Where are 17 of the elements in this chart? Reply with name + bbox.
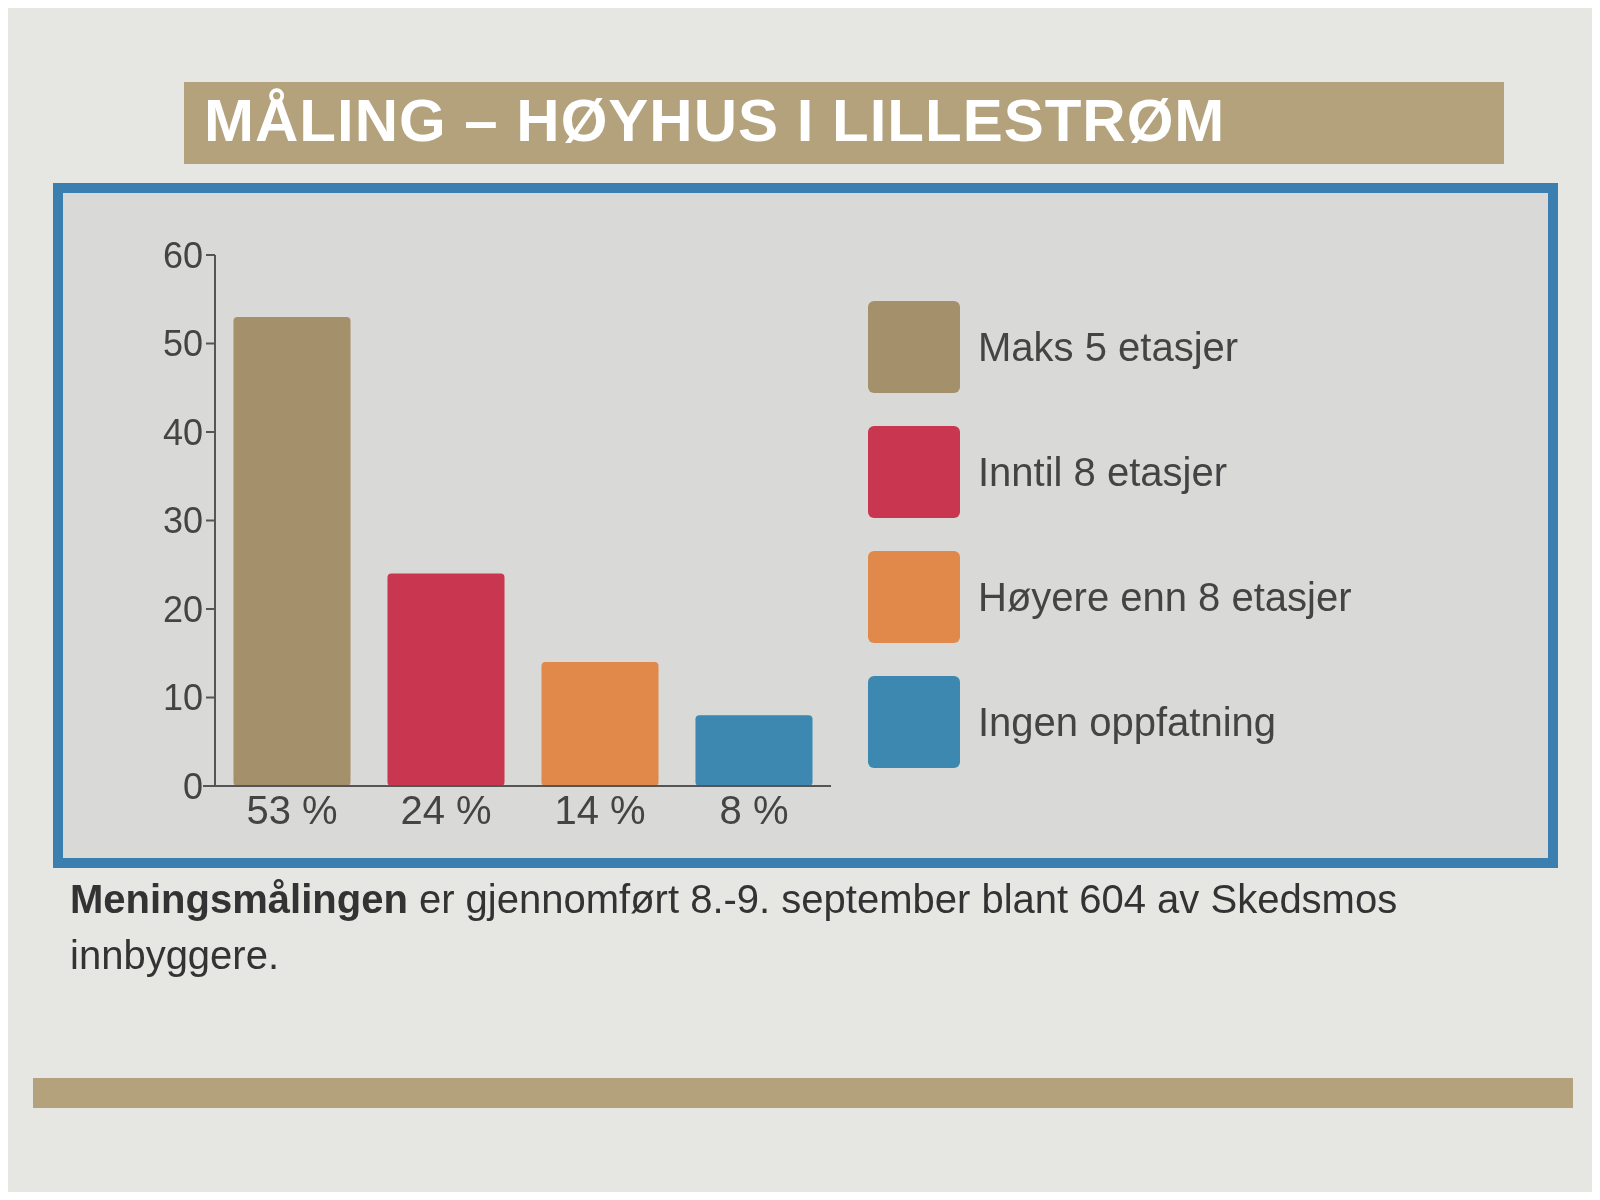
y-tick-label: 20 [162, 588, 203, 630]
y-tick-label: 60 [162, 234, 203, 276]
legend-label: Høyere enn 8 etasjer [978, 575, 1352, 619]
text: Meningsmålingen er gjennomført 8.-9. september blant 604 av Skedsmos innbyggere. [70, 877, 1398, 977]
legend-label: Inntil 8 etasjer [978, 450, 1228, 494]
x-tick-label: 24 % [400, 788, 492, 832]
y-tick-label: 0 [182, 765, 203, 807]
chart-title: MÅLING – HØYHUS I LILLESTRØM [204, 87, 1226, 154]
legend-label: Ingen oppfatning [978, 700, 1277, 744]
y-tick-label: 10 [162, 677, 203, 719]
x-tick-label: 53 % [246, 788, 338, 832]
legend-label: Maks 5 etasjer [978, 325, 1239, 369]
y-tick-label: 40 [162, 411, 203, 453]
y-tick-label: 50 [162, 323, 203, 365]
y-tick-label: 30 [162, 500, 203, 542]
x-tick-label: 8 % [719, 788, 789, 832]
x-tick-label: 14 % [554, 788, 646, 832]
